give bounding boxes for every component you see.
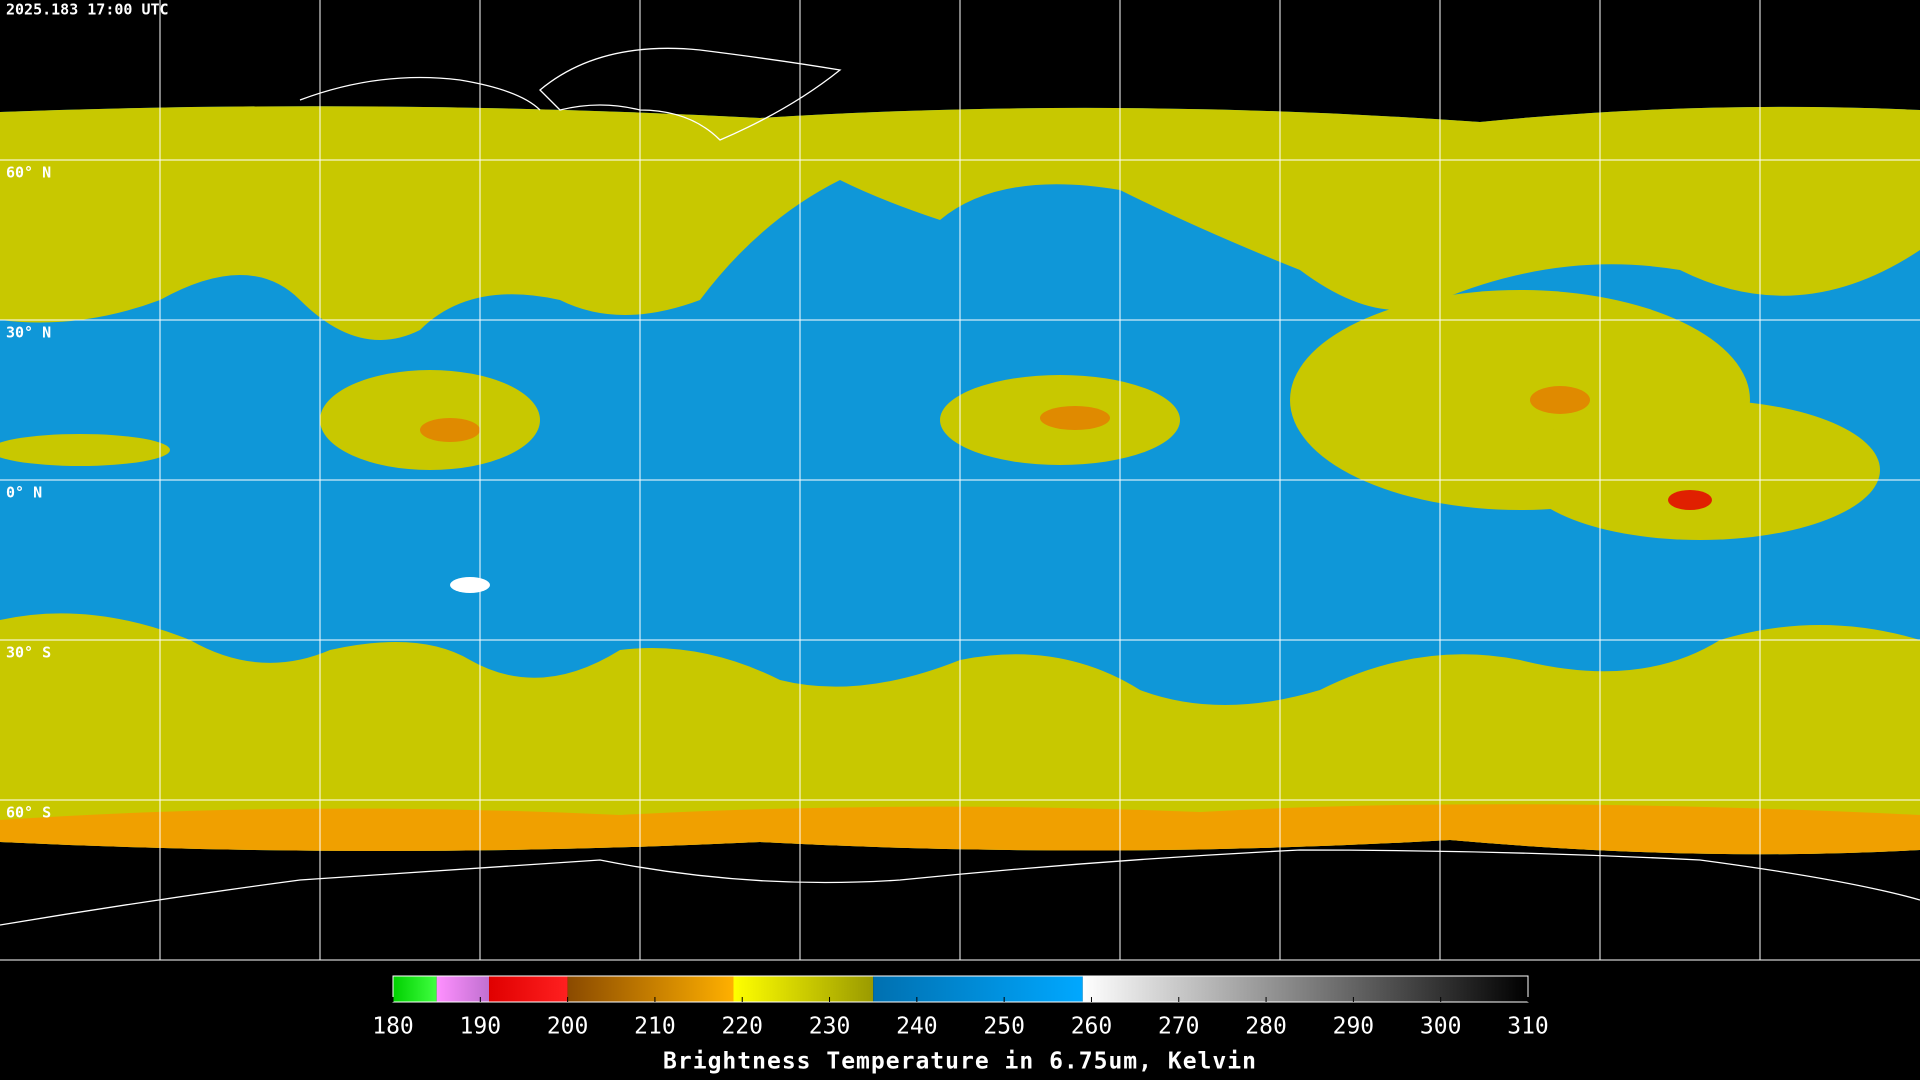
colorbar-tick-label: 270 [1158, 1014, 1200, 1040]
colorbar-tick-label: 310 [1507, 1014, 1549, 1040]
colorbar: 180 190 200 210 220 230 240 250 260 270 280 290 300 3… [372, 975, 1549, 1040]
colorbar-segment [436, 976, 490, 1002]
cold-spot [450, 577, 490, 593]
convection-core [1668, 490, 1712, 510]
coastlines [0, 47, 1920, 926]
convection [320, 370, 540, 470]
colorbar-tick-label: 210 [634, 1014, 676, 1040]
colorbar-tick-label: 230 [809, 1014, 851, 1040]
colorbar-segment [393, 976, 437, 1002]
convection [0, 434, 170, 466]
colorbar-segment [733, 976, 874, 1002]
lat-label: 0° N [6, 484, 42, 502]
arctic-islands [299, 76, 541, 111]
colorbar-tick-label: 220 [721, 1014, 763, 1040]
colorbar-segment [873, 976, 1083, 1002]
lat-label: 30° S [6, 644, 51, 662]
timestamp: 2025.183 17:00 UTC [6, 1, 169, 19]
lat-labels: 60° N 30° N 0° N 30° S 60° S [6, 164, 51, 822]
antarctica [0, 849, 1920, 926]
colorbar-tick-label: 250 [983, 1014, 1025, 1040]
colorbar-tick-label: 260 [1071, 1014, 1113, 1040]
colorbar-title: Brightness Temperature in 6.75um, Kelvin [663, 1049, 1257, 1075]
convection [1520, 400, 1880, 540]
colorbar-tick-label: 190 [460, 1014, 502, 1040]
lat-label: 60° S [6, 804, 51, 822]
colorbar-tick-label: 280 [1245, 1014, 1287, 1040]
convection-core [420, 418, 480, 442]
convection-core [1530, 386, 1590, 414]
lat-label: 30° N [6, 324, 51, 342]
colorbar-tick-label: 180 [372, 1014, 414, 1040]
colorbar-tick-label: 300 [1420, 1014, 1462, 1040]
lat-label: 60° N [6, 164, 51, 182]
colorbar-frame [392, 975, 1529, 1003]
colorbar-tick-label: 290 [1333, 1014, 1375, 1040]
colorbar-segment [1082, 976, 1528, 1002]
graticule [0, 0, 1920, 961]
colorbar-segment [567, 976, 734, 1002]
colorbar-segment [489, 976, 568, 1002]
colorbar-tick-label: 240 [896, 1014, 938, 1040]
colorbar-tick-label: 200 [547, 1014, 589, 1040]
greenland [539, 47, 842, 141]
convection-core [1040, 406, 1110, 430]
